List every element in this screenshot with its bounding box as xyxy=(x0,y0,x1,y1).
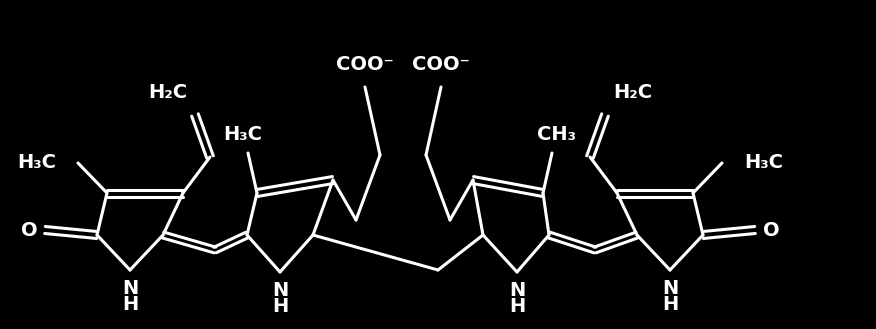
Text: H: H xyxy=(662,294,678,314)
Text: O: O xyxy=(763,220,780,240)
Text: H₃C: H₃C xyxy=(744,154,783,172)
Text: N: N xyxy=(662,279,678,297)
Text: CH₃: CH₃ xyxy=(538,125,576,144)
Text: COO⁻: COO⁻ xyxy=(412,56,470,74)
Text: H₂C: H₂C xyxy=(613,84,652,103)
Text: H₂C: H₂C xyxy=(148,84,187,103)
Text: H₃C: H₃C xyxy=(17,154,56,172)
Text: H₃C: H₃C xyxy=(223,125,263,144)
Text: O: O xyxy=(21,220,38,240)
Text: COO⁻: COO⁻ xyxy=(336,56,394,74)
Text: H: H xyxy=(509,296,525,316)
Text: N: N xyxy=(272,281,288,299)
Text: N: N xyxy=(509,281,525,299)
Text: H: H xyxy=(272,296,288,316)
Text: H: H xyxy=(122,294,138,314)
Text: N: N xyxy=(122,279,138,297)
